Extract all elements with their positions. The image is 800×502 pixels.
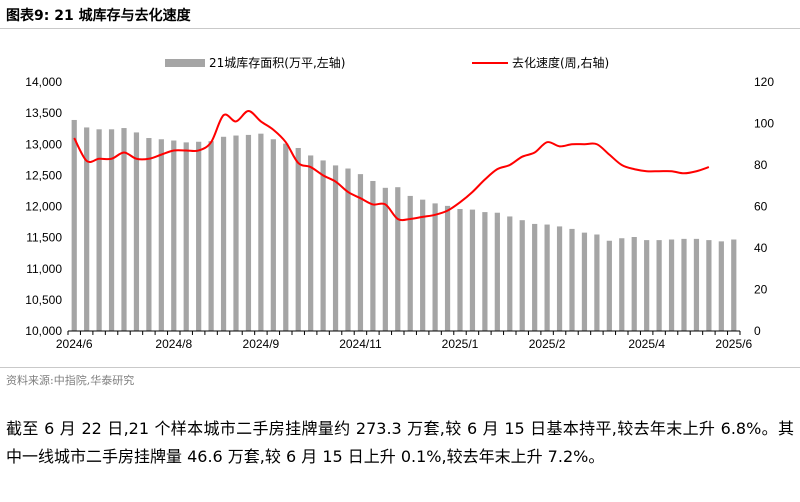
bar (606, 240, 612, 331)
bar (507, 216, 513, 331)
inventory-chart: 21城库存面积(万平,左轴) 去化速度(周,右轴) 10,000 10,500 11… (25, 55, 774, 351)
bar (544, 224, 550, 331)
bar (556, 226, 563, 331)
bar (158, 139, 164, 331)
figure-title: 图表9: 21 城库存与去化速度 (6, 8, 191, 24)
bar (146, 138, 152, 331)
y-right-tick-label: 80 (754, 158, 768, 172)
y-axis-right: 0 20 40 60 80 100 120 (754, 75, 774, 338)
y-right-tick-label: 40 (754, 241, 768, 255)
x-tick-label: 2025/4 (628, 337, 665, 351)
bar (444, 205, 451, 331)
y-left-tick-label: 12,500 (25, 168, 62, 182)
bar (171, 140, 177, 331)
inventory-bars (71, 119, 737, 331)
bar (420, 199, 426, 331)
y-right-tick-label: 20 (754, 283, 768, 297)
y-right-tick-label: 60 (754, 200, 768, 214)
y-left-tick-label: 13,000 (25, 137, 62, 151)
x-tick-label: 2025/6 (715, 337, 752, 351)
x-axis: 2024/6 2024/8 2024/9 2024/11 2025/1 2025/2 202… (56, 330, 752, 351)
bar (581, 232, 588, 331)
source-note: 资料来源:中指院,华泰研究 (6, 374, 135, 387)
bar (432, 203, 438, 331)
bar (71, 119, 77, 331)
bar (407, 195, 413, 331)
bar (395, 187, 401, 331)
bar (320, 160, 326, 331)
bar (532, 223, 538, 331)
bar (121, 128, 127, 331)
x-tick-label: 2024/8 (155, 337, 192, 351)
x-tick-label: 2024/9 (243, 337, 280, 351)
bar (245, 134, 252, 331)
chart-legend: 21城库存面积(万平,左轴) 去化速度(周,右轴) (165, 55, 609, 70)
bar (295, 147, 301, 331)
bar (96, 129, 102, 331)
bar (183, 142, 189, 331)
bar (370, 180, 376, 331)
x-tick-label: 2025/1 (442, 337, 479, 351)
y-left-tick-label: 11,000 (26, 262, 62, 276)
bar (332, 165, 339, 331)
y-left-tick-label: 11,500 (26, 231, 62, 245)
bar (681, 238, 687, 331)
top-rule (0, 28, 800, 29)
bar (283, 143, 289, 331)
bar (208, 141, 214, 331)
bottom-rule (0, 367, 800, 368)
bar (84, 127, 90, 331)
bar (469, 209, 476, 331)
bar (270, 139, 276, 331)
speed-line (73, 110, 710, 222)
y-left-tick-label: 13,500 (25, 106, 62, 120)
bar (482, 212, 488, 331)
bar (196, 141, 202, 331)
y-left-tick-label: 10,500 (25, 293, 62, 307)
x-tick-label: 2024/6 (56, 337, 93, 351)
y-right-tick-label: 120 (754, 75, 774, 89)
bar (644, 240, 650, 331)
bar (693, 238, 700, 331)
bar (457, 208, 463, 331)
y-right-tick-label: 100 (754, 117, 774, 131)
bar (631, 237, 637, 331)
bar (357, 174, 364, 331)
bar (731, 239, 737, 331)
legend-swatch-inventory (165, 59, 205, 67)
legend-label-inventory: 21城库存面积(万平,左轴) (209, 55, 345, 70)
y-left-tick-label: 12,000 (25, 200, 62, 214)
bar (706, 240, 712, 331)
bar (345, 168, 351, 331)
y-left-tick-label: 10,000 (25, 324, 62, 338)
bar (308, 155, 314, 331)
bar (220, 136, 227, 331)
bar (233, 135, 239, 331)
bar (656, 240, 662, 331)
bar (108, 129, 115, 331)
legend-label-speed: 去化速度(周,右轴) (512, 55, 609, 70)
bar (382, 187, 388, 331)
speed-series (73, 110, 710, 222)
bar (594, 234, 600, 331)
bar (668, 239, 675, 331)
bar (569, 228, 575, 331)
x-tick-label: 2024/11 (339, 337, 382, 351)
bar (258, 133, 264, 331)
bar (133, 132, 140, 331)
commentary-paragraph: 截至 6 月 22 日,21 个样本城市二手房挂牌量约 273.3 万套,较 6… (6, 419, 794, 466)
y-right-tick-label: 0 (754, 324, 761, 338)
bar (619, 238, 625, 331)
y-axis-left: 10,000 10,500 11,000 11,500 12,000 12,500 13,0… (25, 75, 62, 338)
bar (494, 212, 500, 331)
y-left-tick-label: 14,000 (25, 75, 62, 89)
x-tick-label: 2025/2 (529, 337, 566, 351)
bar (718, 241, 724, 331)
bar (519, 220, 525, 331)
